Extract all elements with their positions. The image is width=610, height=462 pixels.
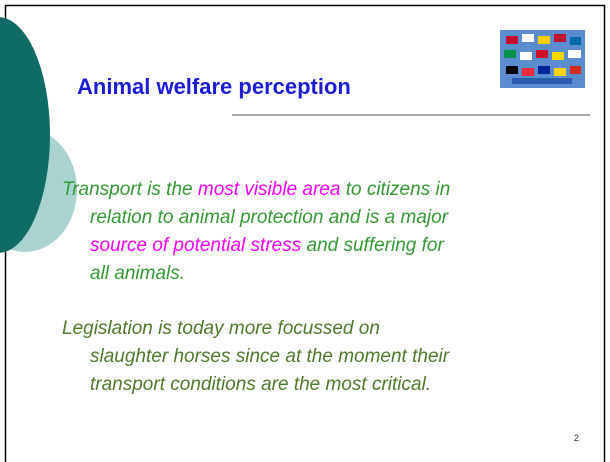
text-segment: to citizens in [340,179,450,200]
highlighted-text: most visible area [198,179,341,200]
text-line: source of potential stress and suffering… [62,232,450,260]
text-line: relation to animal protection and is a m… [62,204,450,232]
text-line: all animals. [62,260,450,288]
paragraph: Transport is the most visible area to ci… [62,176,450,288]
slide-title: Animal welfare perception [77,74,351,100]
flags-image [500,30,585,88]
highlighted-text: source of potential stress [90,235,301,256]
slide: Animal welfare perception Transport is t… [0,0,610,462]
paragraph: Legislation is today more focussed on sla… [62,315,449,399]
text-segment: Legislation is today more focussed on [62,318,380,339]
text-segment: Transport is the [62,179,198,200]
text-line: slaughter horses since at the moment the… [62,343,449,371]
text-segment: and suffering for [301,235,444,256]
text-line: Transport is the most visible area to ci… [62,176,450,204]
text-line: transport conditions are the most critic… [62,371,449,399]
text-segment: slaughter horses since at the moment the… [90,346,449,367]
text-segment: transport conditions are the most critic… [90,374,431,395]
page-number: 2 [574,433,579,443]
text-line: Legislation is today more focussed on [62,315,449,343]
text-segment: relation to animal protection and is a m… [90,207,448,228]
text-segment: all animals. [90,263,185,284]
